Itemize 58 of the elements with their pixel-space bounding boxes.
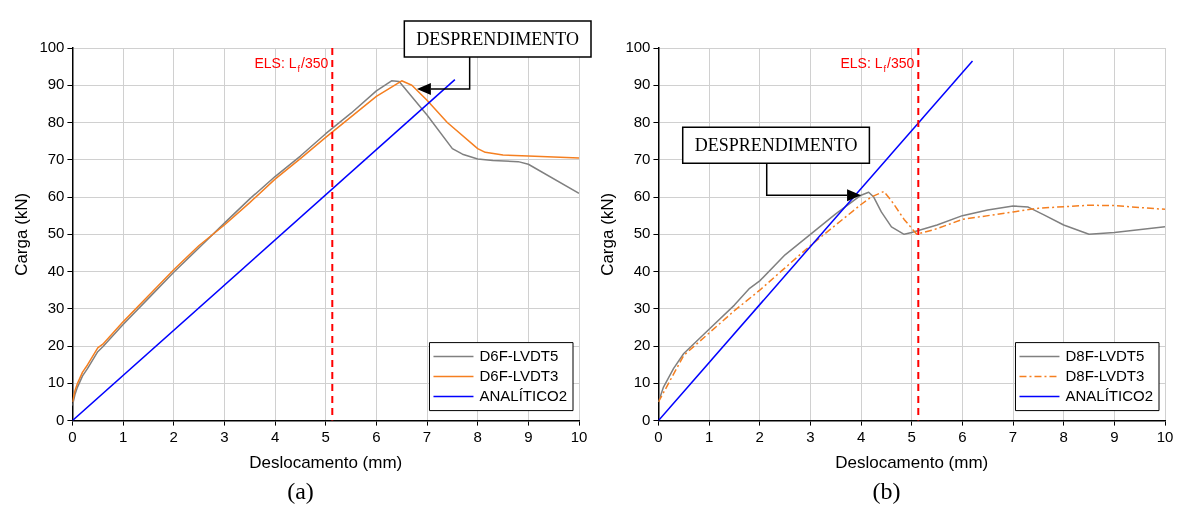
x-tick-label: 0 (654, 427, 663, 445)
x-tick-label: 1 (118, 427, 128, 445)
y-tick-label: 70 (47, 149, 65, 167)
legend-label: D8F-LVDT3 (1065, 366, 1145, 384)
y-tick-label: 70 (633, 149, 651, 167)
y-tick-label: 30 (633, 298, 651, 316)
x-tick-label: 6 (372, 427, 381, 445)
x-tick-label: 8 (473, 427, 482, 445)
legend-label: ANALÍTICO2 (1065, 386, 1154, 404)
x-tick-label: 2 (755, 427, 764, 445)
y-tick-label: 10 (633, 373, 651, 391)
x-tick-label: 9 (1110, 427, 1119, 445)
y-tick-label: 30 (47, 298, 65, 316)
x-tick-label: 10 (1156, 427, 1174, 445)
y-tick-label: 10 (47, 373, 65, 391)
x-tick-label: 9 (524, 427, 533, 445)
y-tick-label: 60 (633, 187, 651, 205)
text: (b) (871, 478, 902, 505)
y-tick-label: 80 (633, 112, 651, 130)
y-tick-label: 80 (47, 112, 65, 130)
y-tick-label: 0 (56, 410, 65, 428)
x-tick-label: 0 (68, 427, 77, 445)
y-tick-label: 40 (47, 261, 65, 279)
legend-label: D6F-LVDT5 (479, 346, 559, 364)
y-tick-label: 90 (47, 75, 65, 93)
x-tick-label: 7 (1008, 427, 1018, 445)
x-tick-label: 7 (422, 427, 432, 445)
x-tick-label: 3 (220, 427, 229, 445)
y-tick-label: 60 (47, 187, 65, 205)
x-tick-label: 8 (1059, 427, 1068, 445)
y-tick-label: 20 (633, 336, 651, 354)
x-axis-title: Deslocamento (mm) (835, 453, 989, 473)
x-tick-label: 5 (907, 427, 916, 445)
x-tick-label: 10 (570, 427, 588, 445)
y-tick-label: 100 (625, 38, 651, 56)
y-axis-title: Carga (kN) (597, 192, 617, 276)
x-tick-label: 5 (321, 427, 330, 445)
x-tick-label: 4 (270, 427, 280, 445)
annotation: DESPRENDIMENTO (694, 134, 858, 155)
x-tick-label: 6 (958, 427, 967, 445)
x-tick-label: 4 (856, 427, 866, 445)
annotation: DESPRENDIMENTO (416, 28, 580, 49)
y-tick-label: 90 (633, 75, 651, 93)
y-tick-label: 100 (39, 38, 65, 56)
y-tick-label: 40 (633, 261, 651, 279)
y-tick-label: 0 (642, 410, 651, 428)
x-tick-label: 1 (704, 427, 714, 445)
y-tick-label: 50 (633, 224, 651, 242)
legend-label: ANALÍTICO2 (479, 386, 568, 404)
legend-label: D8F-LVDT5 (1065, 346, 1145, 364)
y-tick-label: 50 (47, 224, 65, 242)
y-tick-label: 20 (47, 336, 65, 354)
x-axis-title: Deslocamento (mm) (249, 453, 403, 473)
y-axis-title: Carga (kN) (11, 192, 31, 276)
text: (a) (286, 478, 315, 505)
x-tick-label: 3 (806, 427, 815, 445)
x-tick-label: 2 (169, 427, 178, 445)
legend-label: D6F-LVDT3 (479, 366, 559, 384)
